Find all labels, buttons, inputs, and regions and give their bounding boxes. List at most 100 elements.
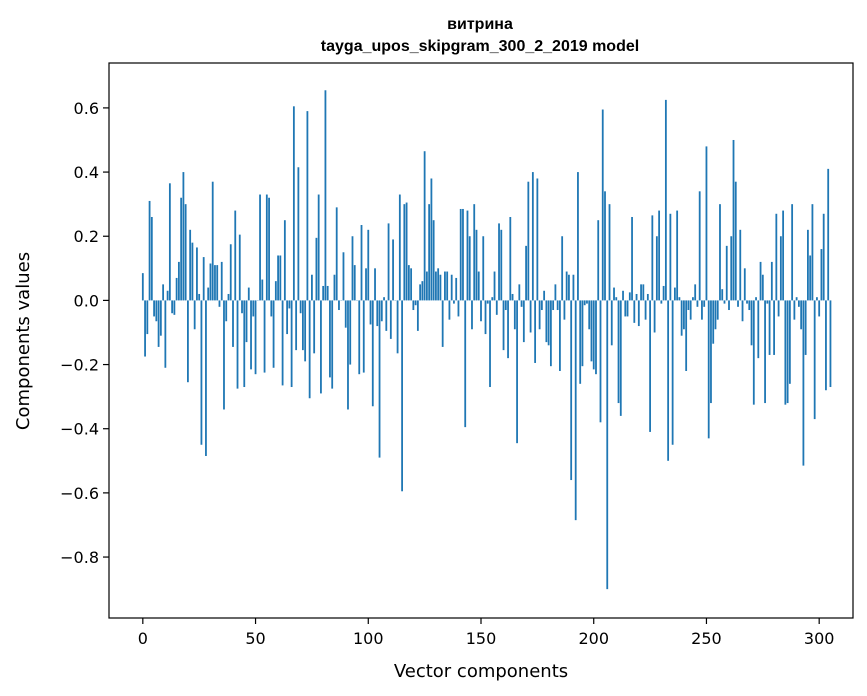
bar-243: [689, 300, 692, 320]
bar-210: [615, 297, 618, 301]
bar-164: [511, 293, 514, 301]
bar-182: [552, 300, 555, 311]
bar-171: [527, 181, 530, 301]
bar-196: [583, 300, 586, 306]
bar-186: [561, 236, 564, 301]
bar-127: [428, 204, 431, 301]
bar-213: [622, 290, 624, 301]
bar-130: [435, 271, 437, 301]
bar-235: [671, 300, 674, 445]
bar-288: [791, 204, 794, 301]
bar-280: [773, 300, 775, 355]
bar-276: [764, 300, 766, 404]
bar-55: [265, 194, 268, 301]
bar-265: [739, 229, 742, 301]
bar-285: [784, 300, 787, 405]
bar-96: [358, 300, 361, 375]
bar-278: [768, 300, 771, 355]
bar-91: [347, 300, 349, 410]
bar-53: [261, 279, 264, 301]
bar-270: [750, 300, 753, 346]
bar-226: [651, 215, 654, 301]
bar-151: [482, 236, 485, 301]
bar-50: [254, 300, 257, 375]
bar-36: [223, 300, 225, 410]
bar-123: [419, 284, 422, 301]
bar-66: [290, 300, 293, 388]
bar-282: [777, 300, 780, 317]
bar-72: [304, 300, 307, 362]
bar-19: [184, 204, 187, 301]
x-axis-ticks: 0 50 100 150 200 250 300: [138, 618, 835, 648]
x-tick-label: 300: [804, 629, 835, 648]
bar-257: [721, 289, 724, 301]
bar-304: [827, 168, 830, 301]
plot-area-frame: [108, 62, 854, 619]
x-tick-label: 50: [245, 629, 265, 648]
bar-206: [606, 300, 609, 590]
bar-178: [543, 290, 546, 301]
bar-87: [338, 300, 340, 311]
bar-108: [385, 300, 388, 331]
bar-148: [475, 229, 478, 301]
bar-27: [202, 257, 205, 301]
bar-207: [608, 204, 611, 301]
bar-52: [259, 194, 261, 301]
y-tick-label: −0.2: [60, 356, 99, 375]
bar-140: [457, 300, 460, 317]
bar-48: [250, 300, 252, 370]
bar-146: [471, 300, 473, 330]
bar-75: [311, 274, 313, 301]
bar-298: [813, 300, 816, 420]
bar-65: [288, 300, 291, 309]
bar-136: [448, 300, 451, 320]
bar-15: [175, 277, 178, 301]
bar-20: [187, 300, 189, 383]
bar-126: [425, 271, 428, 301]
bar-256: [719, 204, 721, 301]
bar-74: [308, 300, 311, 399]
bar-296: [809, 255, 812, 301]
bar-99: [365, 268, 367, 301]
bar-85: [333, 274, 336, 301]
bar-152: [484, 300, 487, 335]
bar-13: [171, 300, 174, 314]
bar-157: [495, 300, 498, 315]
bar-7: [157, 300, 160, 347]
y-tick-label: −0.4: [60, 420, 99, 439]
bar-299: [816, 297, 818, 301]
bar-76: [313, 300, 316, 354]
bar-200: [592, 300, 595, 370]
bar-105: [378, 300, 381, 458]
bar-77: [315, 237, 318, 301]
bar-22: [191, 242, 194, 301]
bar-183: [554, 284, 557, 301]
bar-271: [752, 300, 755, 405]
bar-162: [507, 300, 509, 359]
bar-97: [360, 225, 363, 301]
bar-70: [299, 300, 302, 314]
bar-279: [770, 261, 773, 301]
bar-300: [818, 300, 821, 317]
bar-107: [383, 297, 385, 301]
bar-229: [658, 210, 661, 301]
bar-190: [570, 300, 573, 481]
bar-63: [283, 220, 286, 301]
bar-174: [534, 300, 537, 363]
bar-262: [732, 139, 735, 301]
bar-203: [599, 300, 602, 423]
bar-228: [655, 236, 658, 301]
bar-194: [579, 300, 582, 384]
bar-111: [392, 239, 394, 301]
bar-237: [676, 210, 679, 301]
bar-143: [464, 300, 467, 428]
bar-144: [466, 210, 469, 301]
bar-268: [746, 300, 748, 304]
bar-39: [229, 244, 232, 301]
bar-38: [227, 293, 230, 301]
bar-218: [633, 300, 636, 323]
bar-45: [243, 300, 246, 388]
bar-283: [779, 236, 782, 301]
bar-102: [371, 300, 374, 407]
